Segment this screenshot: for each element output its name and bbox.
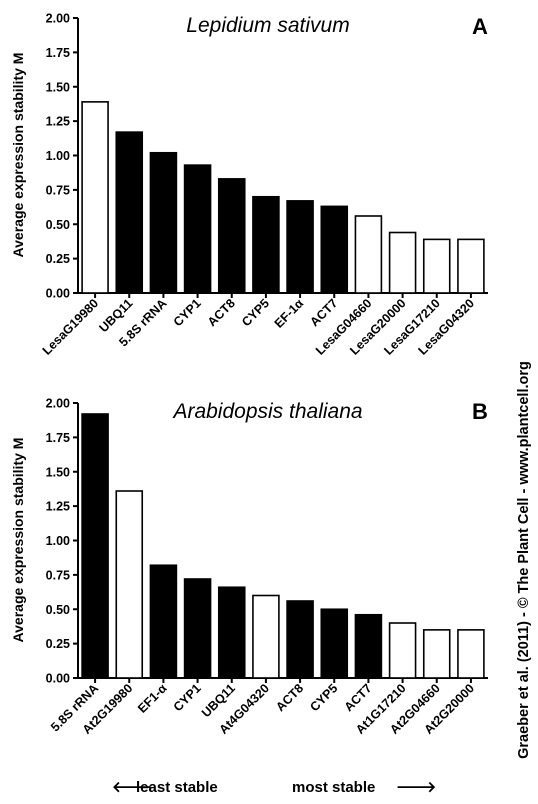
panel-b-y-tick-label: 1.50 <box>46 465 70 479</box>
panel-b-category-label: ACT8 <box>273 681 306 714</box>
panel-a-bar <box>388 231 417 294</box>
panel-a-y-tick-label: 1.75 <box>46 46 70 60</box>
panel-a-bar <box>217 178 246 294</box>
panel-b-letter: B <box>472 399 488 424</box>
panel-a-y-tick-label: 1.25 <box>46 115 70 129</box>
panel-b-y-tick-label: 1.25 <box>46 500 70 514</box>
panel-b-bar <box>217 586 246 679</box>
panel-b-y-tick-label: 0.75 <box>46 568 70 582</box>
panel-b-bar <box>354 613 383 679</box>
panel-a-y-axis-label: Average expression stability M <box>10 53 26 258</box>
most-stable-arrow-icon: 🡒 <box>396 779 436 796</box>
panel-b-y-tick-label: 0.25 <box>46 637 70 651</box>
least-stable-arrow-icon: 🡐 <box>112 779 152 796</box>
panel-a-category-label: CYP1 <box>171 296 204 329</box>
panel-b-category-label: CYP5 <box>307 681 340 714</box>
panel-a-bar <box>422 238 451 294</box>
panel-a-y-tick-label: 2.00 <box>46 12 70 26</box>
panel-b-bar <box>320 608 349 679</box>
panel-a-chart: Average expression stability M Lepidium … <box>10 12 488 358</box>
panel-a-bar <box>81 101 109 294</box>
panel-a-bar <box>354 215 383 294</box>
panel-a-bar <box>183 164 212 294</box>
panel-a-y-tick-label: 0.50 <box>46 218 70 232</box>
panel-a-bar <box>286 200 314 294</box>
panel-b-y-tick-label: 2.00 <box>46 397 70 411</box>
panel-a-y-tick-label: 0.00 <box>46 287 70 301</box>
credit-line: Graeber et al. (2011) - © The Plant Cell… <box>516 361 532 759</box>
panel-b-y-axis-label: Average expression stability M <box>10 438 26 643</box>
panel-a-letter: A <box>472 14 488 39</box>
panel-a-category-label: CYP5 <box>239 296 272 329</box>
panel-b-chart: Average expression stability M Arabidops… <box>10 397 488 737</box>
panel-a-bar <box>252 195 280 294</box>
panel-b-y-tick-label: 0.00 <box>46 672 70 686</box>
panel-a-y-tick-label: 1.00 <box>46 149 70 163</box>
panel-b-bar <box>81 413 109 679</box>
panel-b-y-tick-label: 1.75 <box>46 431 70 445</box>
panel-a-title: Lepidium sativum <box>186 14 349 37</box>
panel-a-category-label: LesaG19980 <box>40 296 102 358</box>
panel-b-bar <box>252 594 280 679</box>
panel-a-y-tick-label: 0.25 <box>46 252 70 266</box>
panel-a-y-tick-label: 1.50 <box>46 80 70 94</box>
most-stable-label: most stable <box>292 779 375 796</box>
panel-a-y-tick-label: 0.75 <box>46 183 70 197</box>
panel-b-title: Arabidopsis thaliana <box>171 400 362 423</box>
panel-b-bar <box>183 578 212 679</box>
panel-b-bar <box>388 622 417 679</box>
panel-b-bar <box>149 564 178 679</box>
panel-b-y-tick-label: 1.00 <box>46 534 70 548</box>
panel-b-category-label: EF1-α <box>135 681 170 716</box>
panel-b-y-tick-label: 0.50 <box>46 603 70 617</box>
panel-b-bar <box>457 629 485 679</box>
panel-b-bar <box>422 629 451 679</box>
panel-a-bar <box>457 238 485 294</box>
panel-a-bar <box>115 131 144 294</box>
panel-a-bar <box>149 151 178 294</box>
least-stable-label: least stable <box>136 779 218 796</box>
panel-a-bar <box>320 205 349 294</box>
panel-b-bar <box>286 600 314 679</box>
panel-b-bar <box>115 490 144 679</box>
panel-a-category-label: EF-1α <box>272 296 307 331</box>
panel-a-category-label: ACT8 <box>205 296 238 329</box>
